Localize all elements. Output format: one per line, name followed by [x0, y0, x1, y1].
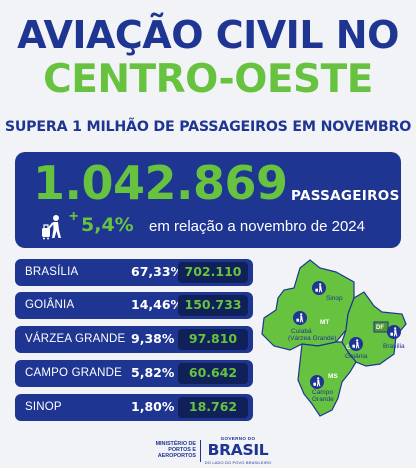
headline-line-1: AVIAÇÃO CIVIL NO	[17, 13, 399, 57]
marker-label-goiania: Goiânia	[345, 353, 368, 360]
city-share: 67,33%	[131, 264, 184, 279]
city-row-goiania: GOIÂNIA 14,46% 150.733	[15, 292, 253, 319]
marker-label-cuiaba: Cuiabá	[291, 328, 312, 335]
central-west-map: MT GO DF MS Sinop Cuiabá (Várzea Grande)…	[261, 259, 407, 417]
city-name: GOIÂNIA	[25, 299, 75, 311]
traveler-pin-icon	[312, 281, 326, 295]
government-logo-slogan: DO LADO DO POVO BRASILEIRO	[204, 460, 272, 465]
growth-comparison-text: em relação a novembro de 2024	[149, 218, 365, 235]
footer-divider	[200, 440, 201, 462]
government-logo-top: GOVERNO DO	[220, 436, 256, 441]
marker-label-varzea-grande: (Várzea Grande)	[288, 335, 336, 342]
growth-plus-sign: +	[69, 208, 79, 225]
city-name: BRASÍLIA	[25, 266, 79, 278]
state-label-ms: MS	[328, 373, 338, 380]
traveler-with-luggage-icon	[42, 215, 61, 240]
city-name: SINOP	[25, 401, 62, 413]
ministry-line: MINISTÉRIO DE	[155, 441, 196, 447]
city-share: 14,46%	[131, 297, 184, 312]
city-row-brasilia: BRASÍLIA 67,33% 702.110	[15, 259, 253, 286]
city-passengers: 150.733	[184, 297, 242, 312]
city-row-sinop: SINOP 1,80% 18.762	[15, 394, 253, 421]
ministry-line: AEROPORTOS	[157, 453, 196, 460]
growth-percentage: 5,4%	[81, 214, 134, 236]
city-share: 5,82%	[131, 365, 175, 380]
city-row-campo-grande: CAMPO GRANDE 5,82% 60.642	[15, 360, 253, 387]
city-passengers: 60.642	[188, 365, 238, 380]
city-row-varzea-grande: VÁRZEA GRANDE 9,38% 97.810	[15, 326, 253, 353]
marker-label-campo: Campo	[312, 389, 333, 396]
state-label-df: DF	[376, 325, 384, 331]
city-value-box: 60.642	[178, 363, 248, 384]
total-passengers-unit: PASSAGEIROS	[291, 188, 400, 204]
marker-label-brasilia: Brasília	[383, 343, 405, 350]
city-value-box: 702.110	[178, 262, 248, 283]
marker-label-grande: Grande	[312, 396, 334, 403]
marker-label-sinop: Sinop	[326, 295, 343, 302]
city-name: VÁRZEA GRANDE	[25, 333, 126, 345]
city-name: CAMPO GRANDE	[25, 367, 122, 379]
city-value-box: 97.810	[178, 329, 248, 350]
traveler-pin-icon	[293, 311, 307, 325]
ministry-logo: MINISTÉRIO DE PORTOS E AEROPORTOS	[142, 441, 196, 460]
city-passengers: 702.110	[184, 264, 242, 279]
government-logo-brasil: BRASIL	[207, 441, 269, 459]
state-label-mt: MT	[320, 319, 329, 326]
city-passengers: 18.762	[188, 399, 238, 414]
city-value-box: 150.733	[178, 295, 248, 316]
city-passengers: 97.810	[188, 331, 238, 346]
city-share: 9,38%	[131, 331, 175, 346]
traveler-pin-icon	[387, 325, 401, 339]
traveler-pin-icon	[310, 375, 324, 389]
city-share: 1,80%	[131, 399, 175, 414]
total-passengers-number: 1.042.869	[33, 156, 288, 210]
ministry-line: PORTOS E	[168, 447, 196, 454]
subtitle: SUPERA 1 MILHÃO DE PASSAGEIROS EM NOVEMB…	[4, 119, 412, 135]
headline-line-2: CENTRO-OESTE	[43, 57, 373, 102]
traveler-pin-icon	[349, 337, 363, 351]
total-passengers-card: 1.042.869 PASSAGEIROS + 5,4% em relação …	[15, 152, 401, 248]
mato-grosso-do-sul-shape	[297, 341, 357, 417]
city-value-box: 18.762	[178, 397, 248, 418]
